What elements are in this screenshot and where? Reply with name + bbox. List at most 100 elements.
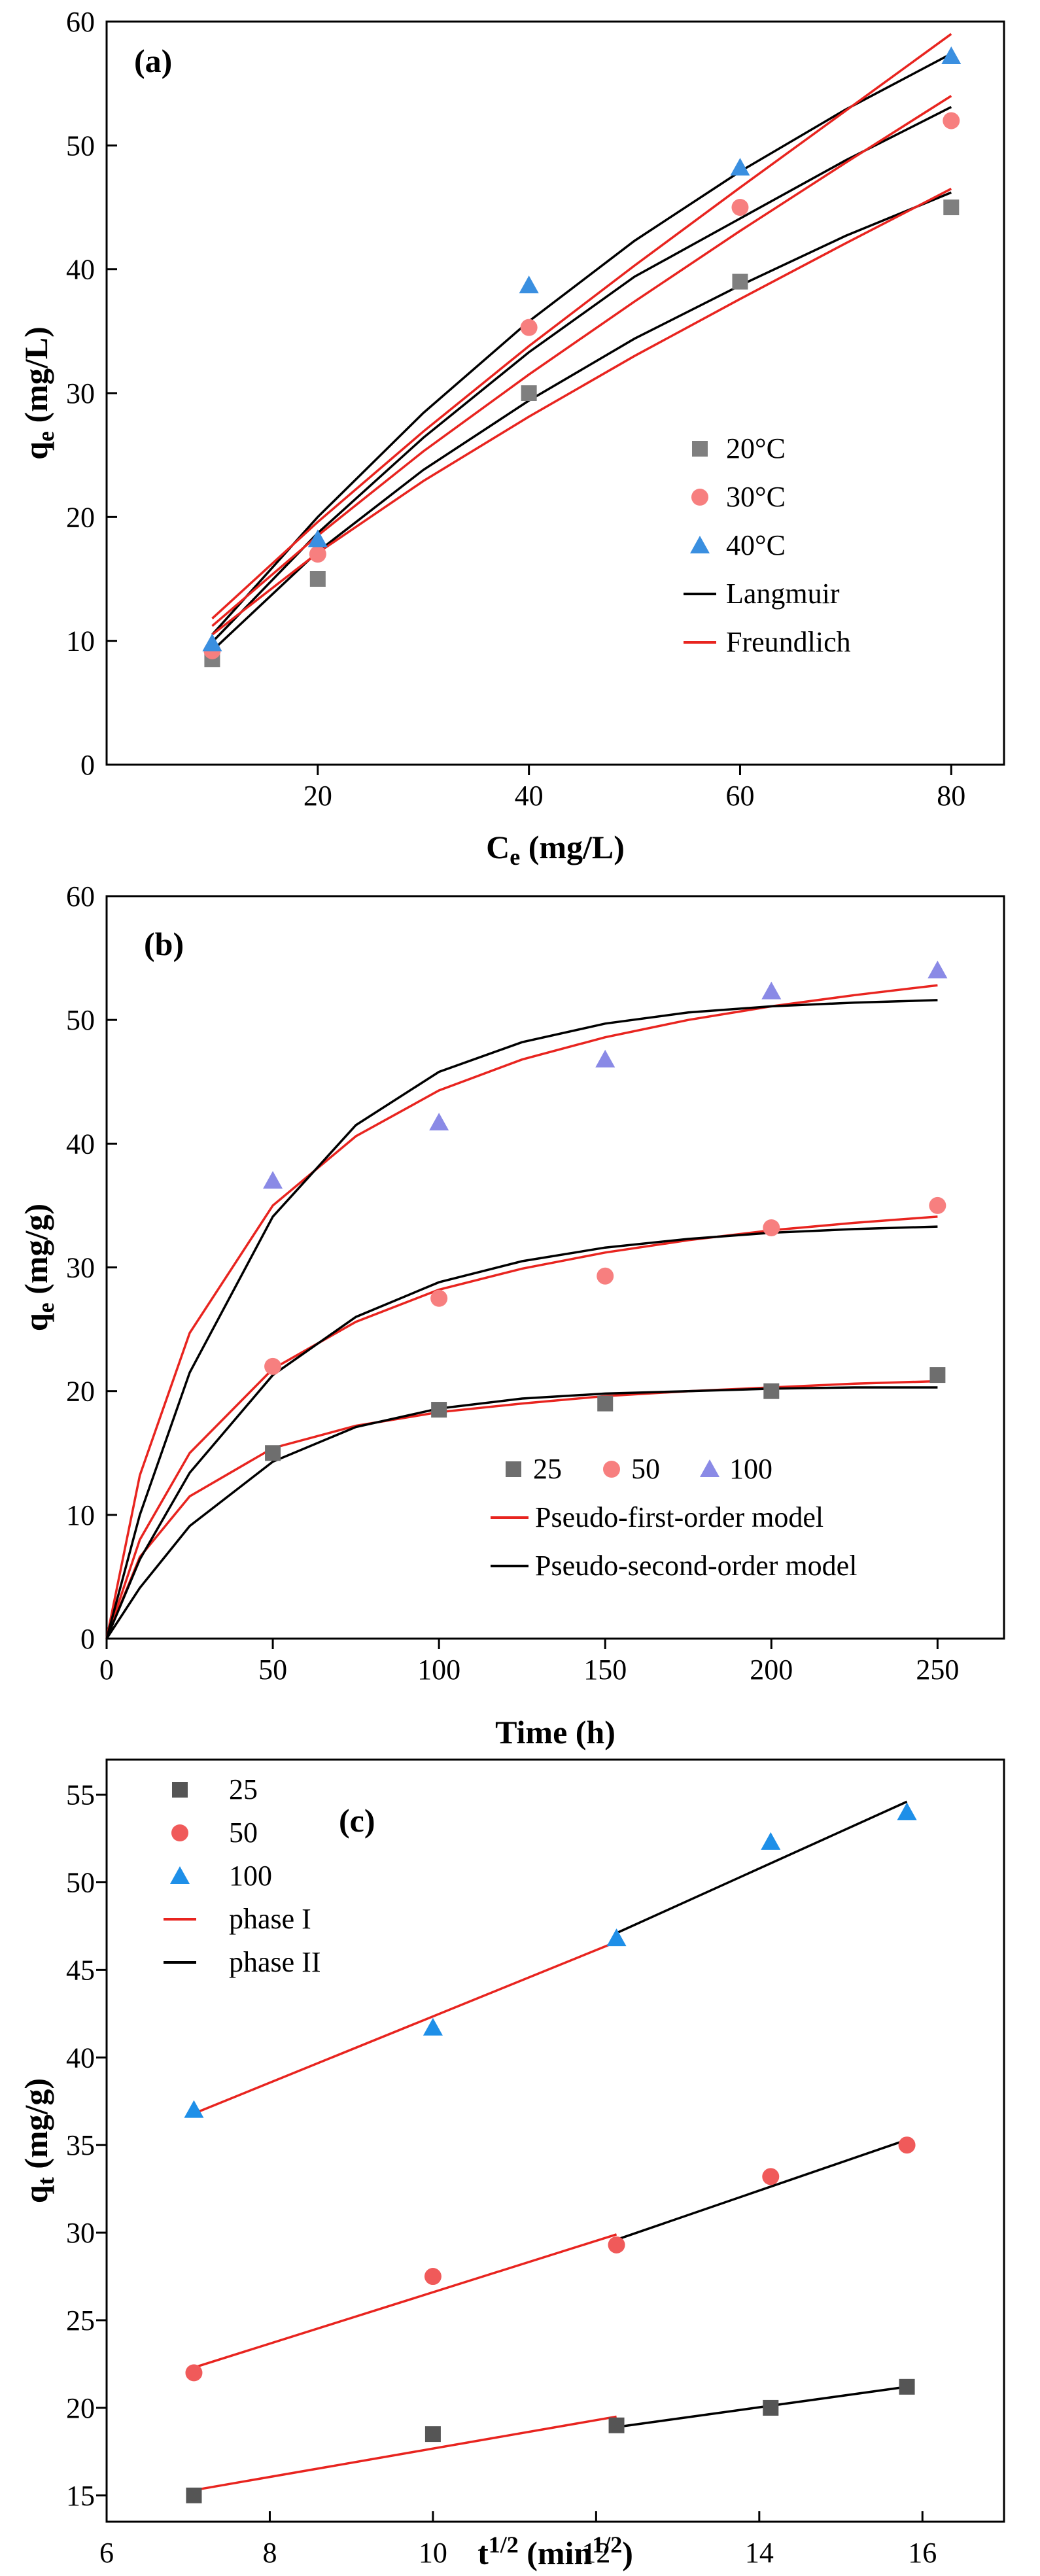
x-axis-title: Time (h) [495,1714,615,1750]
legend-label: Langmuir [726,578,840,610]
x-tick-label: 10 [419,2537,447,2569]
x-tick-label: 20 [303,780,332,812]
data-point-50-0 [264,1357,282,1375]
y-tick-label: 30 [66,2217,95,2249]
data-point-25-2 [608,2417,625,2433]
y-tick-label: 50 [66,130,95,162]
legend-label: Pseudo-second-order model [535,1550,857,1582]
y-tick-label: 10 [66,625,95,657]
data-point-30C-2 [520,319,538,336]
data-point-50-4 [898,2136,916,2154]
data-point-100-4 [927,960,948,979]
y-tick-label: 30 [66,377,95,409]
y-tick-label: 40 [66,1128,95,1160]
fit-curve-pseudo-first-order-2 [105,984,938,1639]
fit-curve-freundlich-2 [211,33,952,619]
x-tick-label: 6 [99,2537,114,2569]
x-tick-label: 100 [417,1654,460,1686]
panel-label: (c) [339,1802,375,1839]
data-point-30C-4 [943,112,960,130]
data-point-25-3 [763,2399,779,2416]
y-tick-label: 40 [66,254,95,286]
fit-curve-langmuir-0 [211,191,952,652]
x-tick-label: 200 [750,1654,793,1686]
data-point-25-4 [899,2378,915,2395]
x-tick-label: 40 [515,780,544,812]
y-tick-label: 60 [66,880,95,913]
fit-curve-pseudo-first-order-1 [105,1215,938,1639]
y-tick-label: 20 [66,501,95,533]
x-tick-label: 250 [916,1654,959,1686]
data-point-20C-3 [732,273,748,290]
x-tick-label: 150 [583,1654,627,1686]
legend-marker-100 [170,1866,190,1884]
data-point-100-3 [761,981,782,1000]
data-point-50-1 [430,1289,448,1307]
data-point-100-0 [184,2100,204,2118]
legend-marker-25 [506,1461,521,1477]
legend-marker-25 [172,1782,188,1798]
fit-curve-pseudo-second-order-0 [105,1386,938,1639]
x-axis-title: t1/2 (min1/2) [477,2532,633,2571]
plot-frame [105,20,1005,766]
fit-curve-pseudo-second-order-2 [105,999,938,1639]
legend-label: 25 [533,1453,562,1485]
data-point-25-0 [265,1445,281,1461]
data-point-30C-3 [731,199,749,216]
chart-panel-3: 6 8 10 12 14 16 15 20 25 30 35 40 45 50 55 (c) t1/2 (min… [18,1758,1005,2571]
y-tick-label: 30 [66,1252,95,1284]
data-point-50-2 [597,1267,614,1285]
data-point-40C-3 [730,158,750,176]
data-point-100-1 [423,2017,443,2036]
legend-label: 20°C [726,432,786,464]
data-point-25-2 [597,1395,614,1412]
legend-label: Freundlich [726,626,851,658]
data-point-40C-0 [202,633,222,652]
legend-label: Pseudo-first-order model [535,1501,823,1533]
fit-curve-pseudo-first-order-0 [105,1380,938,1639]
fit-line-phase-ii-1 [615,2138,908,2241]
legend-marker-40C [690,536,710,553]
y-axis-title: qe (mg/L) [18,326,59,460]
data-point-40C-1 [307,529,328,548]
legend-label: 100 [229,1860,272,1892]
fit-line-phase-i-0 [194,2415,617,2492]
legend: 25 50 100 phase I phase II [164,1773,321,1978]
fit-curve-freundlich-0 [211,188,952,636]
fit-line-phase-i-1 [193,2233,617,2369]
data-point-25-3 [763,1383,780,1399]
data-point-100-2 [606,1928,627,1947]
legend-marker-100 [700,1459,719,1477]
fit-line-phase-ii-2 [615,1800,908,1934]
y-tick-label: 0 [80,1623,95,1655]
fit-curve-pseudo-second-order-1 [105,1225,938,1639]
data-point-40C-4 [941,46,962,65]
data-point-50-3 [762,2168,780,2185]
data-point-20C-2 [521,385,537,401]
legend-marker-50 [171,1824,188,1841]
x-tick-label: 12 [581,2537,610,2569]
data-point-20C-4 [943,200,960,215]
y-tick-label: 35 [66,2129,95,2161]
y-tick-label: 20 [66,2392,95,2424]
x-tick-label: 50 [258,1654,287,1686]
x-tick-label: 80 [937,780,965,812]
chart-panel-1: 20 40 60 80 0 10 20 30 40 50 60 (a) Ce (mg/L) qe (mg/… [18,6,1005,870]
legend-label: phase I [229,1903,311,1935]
fit-curve-freundlich-1 [211,95,952,627]
panel-label: (b) [144,926,184,962]
data-point-20C-1 [309,571,326,587]
y-tick-label: 45 [66,1954,95,1986]
data-point-100-1 [429,1113,449,1131]
data-point-50-4 [929,1196,946,1214]
data-point-100-2 [595,1049,615,1068]
chart-panel-2: 0 50 100 150 200 250 0 10 20 30 40 50 60 (b) Time (h) q… [18,880,1005,1750]
y-tick-label: 0 [80,749,95,781]
y-axis-title: qe (mg/g) [18,1204,59,1331]
legend-marker-30C [691,489,708,506]
y-tick-label: 25 [66,2305,95,2337]
fit-line-phase-ii-0 [616,2386,907,2429]
y-tick-label: 55 [66,1779,95,1811]
data-point-50-2 [608,2236,625,2254]
